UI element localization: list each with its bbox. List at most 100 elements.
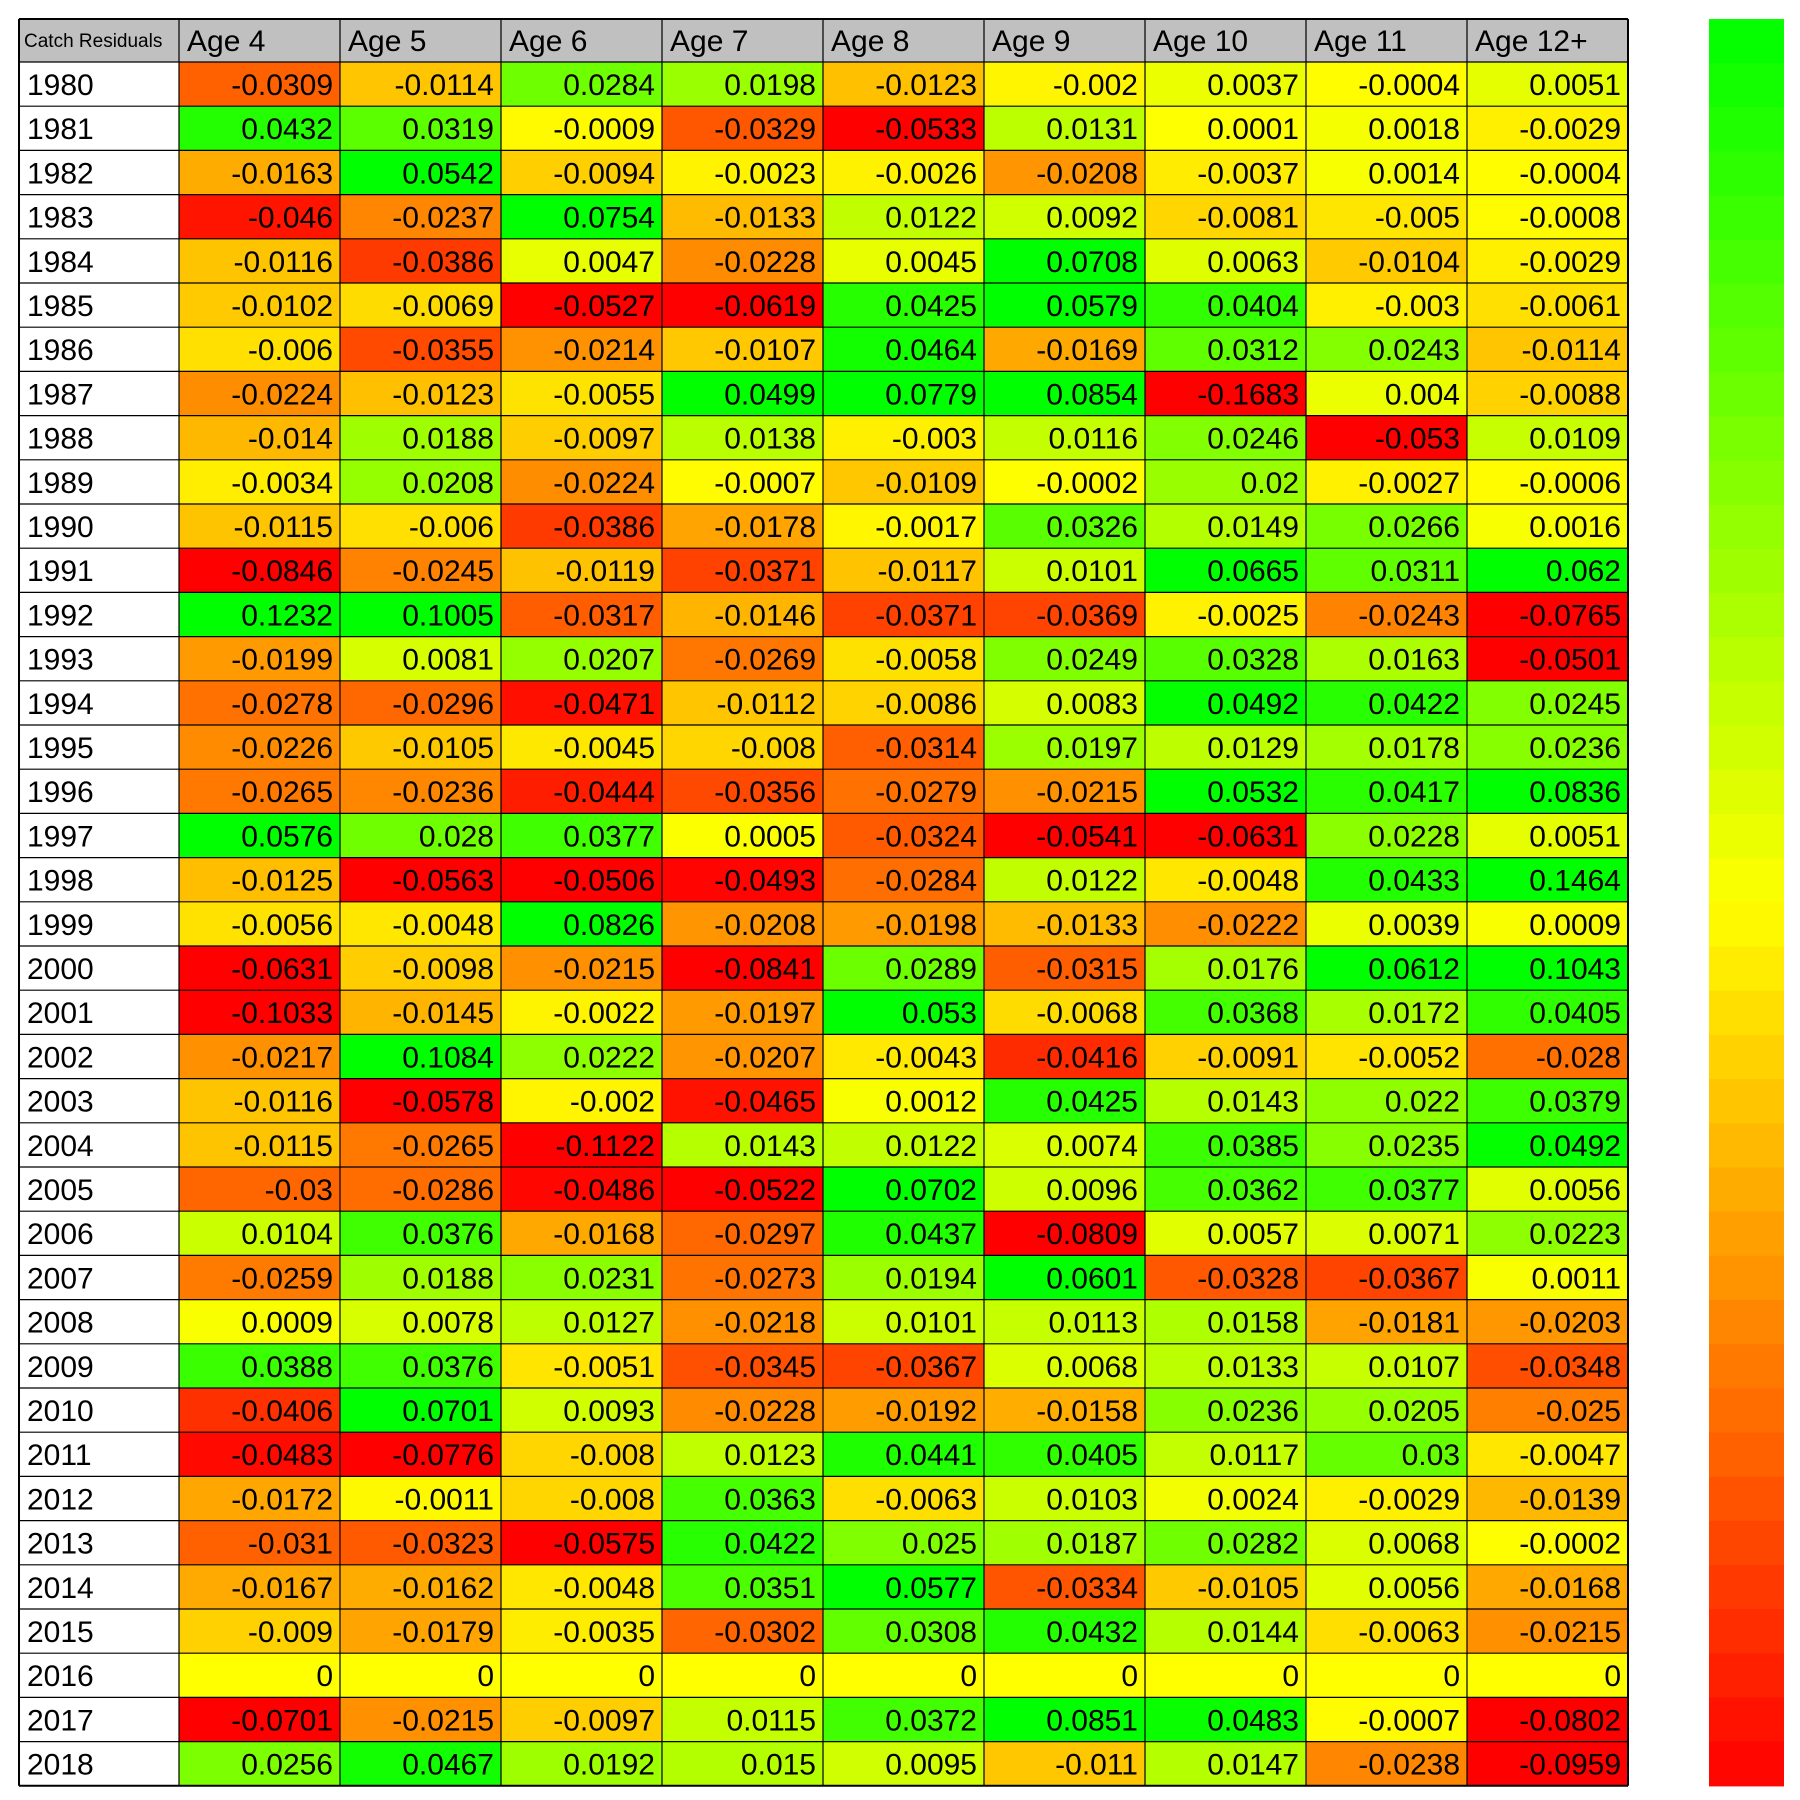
heatmap-cell — [984, 592, 1145, 637]
cell-value: -0.0619 — [714, 290, 816, 323]
heatmap-cell — [340, 1697, 501, 1742]
cell-value: 0.0176 — [1207, 953, 1299, 986]
heatmap-cell — [1467, 769, 1628, 814]
cell-value: 0.0207 — [563, 644, 655, 677]
heatmap-cell — [179, 1255, 340, 1300]
cell-value: -0.0097 — [553, 423, 655, 456]
heatmap-cell — [1145, 415, 1306, 460]
column-header: Age 6 — [509, 25, 587, 58]
column-header: Age 5 — [348, 25, 426, 58]
cell-value: -0.0345 — [714, 1351, 816, 1384]
cell-value: -0.0846 — [231, 555, 333, 588]
cell-value: 0.0432 — [1046, 1616, 1138, 1649]
heatmap-cell — [179, 1520, 340, 1565]
cell-value: -0.0172 — [231, 1483, 333, 1516]
heatmap-cell — [1145, 62, 1306, 107]
cell-value: -0.0037 — [1197, 157, 1299, 190]
heatmap-cell — [501, 1741, 662, 1786]
heatmap-cell — [1306, 1476, 1467, 1521]
heatmap-cell — [823, 769, 984, 814]
heatmap-cell — [662, 1388, 823, 1433]
cell-value: -0.0324 — [875, 820, 977, 853]
cell-value: 0.0081 — [402, 644, 494, 677]
heatmap-cell — [1306, 680, 1467, 725]
cell-value: -0.031 — [248, 1528, 333, 1561]
row-label-cell — [19, 1211, 179, 1256]
heatmap-cell — [984, 1476, 1145, 1521]
cell-value: 0.0579 — [1046, 290, 1138, 323]
heatmap-cell — [501, 1343, 662, 1388]
cell-value: 0.0144 — [1207, 1616, 1299, 1649]
row-label-cell — [19, 283, 179, 328]
heatmap-cell — [662, 592, 823, 637]
cell-value: -0.0315 — [1036, 953, 1138, 986]
cell-value: -0.0163 — [231, 157, 333, 190]
cell-value: -0.0178 — [714, 511, 816, 544]
row-label-cell — [19, 548, 179, 593]
cell-value: 0.0039 — [1368, 909, 1460, 942]
heatmap-cell — [1306, 769, 1467, 814]
heatmap-cell — [340, 415, 501, 460]
heatmap-cell — [984, 1741, 1145, 1786]
heatmap-cell — [501, 1299, 662, 1344]
cell-value: -0.0009 — [553, 113, 655, 146]
legend-band — [1709, 1123, 1784, 1169]
legend-band — [1709, 1167, 1784, 1213]
heatmap-cell — [1306, 1564, 1467, 1609]
cell-value: 0.0068 — [1368, 1528, 1460, 1561]
heatmap-cell — [340, 1034, 501, 1079]
row-label: 1982 — [27, 157, 94, 190]
cell-value: 0.0851 — [1046, 1704, 1138, 1737]
cell-value: -0.0017 — [875, 511, 977, 544]
heatmap-cell — [984, 194, 1145, 239]
row-label-cell — [19, 901, 179, 946]
heatmap-cell — [1467, 504, 1628, 549]
cell-value: 0.0018 — [1368, 113, 1460, 146]
column-header: Age 12+ — [1475, 25, 1588, 58]
heatmap-cell — [662, 1476, 823, 1521]
column-header: Age 9 — [992, 25, 1070, 58]
heatmap-cell — [984, 1167, 1145, 1212]
heatmap-cell — [662, 1034, 823, 1079]
heatmap-cell — [984, 990, 1145, 1035]
heatmap-cell — [501, 548, 662, 593]
heatmap-cell — [179, 680, 340, 725]
heatmap-cell — [984, 1122, 1145, 1167]
heatmap-cell — [1306, 592, 1467, 637]
heatmap-cell — [340, 459, 501, 504]
cell-value: 0.0208 — [402, 467, 494, 500]
cell-value: -0.0158 — [1036, 1395, 1138, 1428]
cell-value: 0.0117 — [1209, 1439, 1299, 1472]
heatmap-cell — [1145, 1609, 1306, 1654]
heatmap-cell — [340, 1520, 501, 1565]
cell-value: -0.0063 — [875, 1483, 977, 1516]
cell-value: -0.0367 — [875, 1351, 977, 1384]
cell-value: 0.0577 — [885, 1572, 977, 1605]
cell-value: -0.0328 — [1197, 1262, 1299, 1295]
cell-value: -0.0112 — [716, 688, 816, 721]
row-label: 1986 — [27, 334, 94, 367]
heatmap-cell — [179, 946, 340, 991]
legend-band — [1709, 460, 1784, 506]
heatmap-cell — [1306, 1697, 1467, 1742]
cell-value: -0.0406 — [231, 1395, 333, 1428]
heatmap-cell — [984, 769, 1145, 814]
heatmap-cell — [984, 106, 1145, 151]
heatmap-cell — [662, 1343, 823, 1388]
legend-band — [1709, 504, 1784, 550]
heatmap-cell — [179, 415, 340, 460]
heatmap-cell — [984, 504, 1145, 549]
cell-value: -0.0214 — [553, 334, 655, 367]
heatmap-cell — [662, 194, 823, 239]
row-label-cell — [19, 238, 179, 283]
legend-band — [1709, 681, 1784, 727]
row-label-cell — [19, 1741, 179, 1786]
cell-value: -0.0022 — [553, 997, 655, 1030]
heatmap-cell — [984, 415, 1145, 460]
cell-value: -0.0563 — [392, 865, 494, 898]
heatmap-cell — [501, 1211, 662, 1256]
heatmap-cell — [1145, 548, 1306, 593]
heatmap-cell — [179, 504, 340, 549]
cell-value: -0.0631 — [1197, 820, 1299, 853]
cell-value: 0.0308 — [885, 1616, 977, 1649]
